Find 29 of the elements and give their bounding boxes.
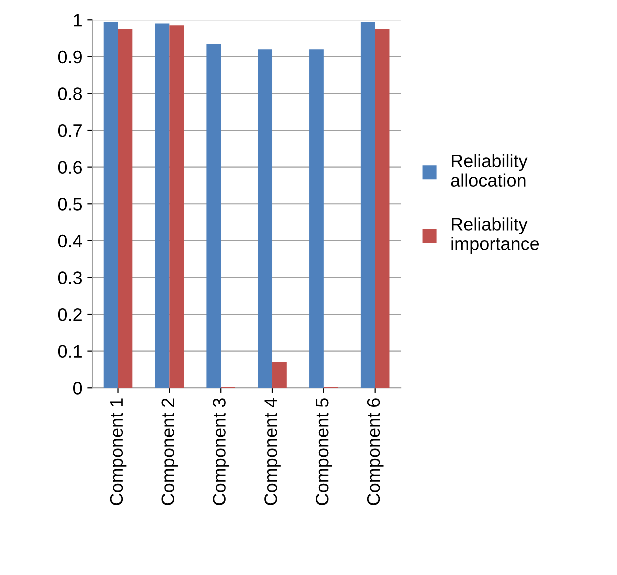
- bar: [360, 22, 376, 388]
- x-tick-label: Component 5: [316, 398, 332, 506]
- x-tick-label: Component 1: [110, 398, 127, 506]
- bar: [104, 22, 118, 388]
- bar: [272, 362, 287, 388]
- bar: [310, 50, 324, 388]
- x-tick-label: Component 3: [213, 398, 230, 506]
- legend-label: Reliability allocation: [451, 154, 528, 188]
- bar: [206, 44, 222, 388]
- y-tick-label: 0.7: [58, 124, 82, 138]
- y-tick-label: 0.6: [58, 161, 82, 174]
- y-tick-label: 0: [73, 382, 82, 395]
- bar: [375, 29, 390, 388]
- y-tick-label: 0.5: [58, 198, 82, 211]
- x-tick-label: Component 2: [162, 398, 178, 506]
- legend-label: Reliability importance: [452, 218, 540, 254]
- x-tick-label: Component 6: [367, 398, 384, 506]
- y-tick-label: 0.2: [58, 308, 82, 322]
- y-tick-label: 0.1: [58, 345, 82, 358]
- bar: [118, 29, 133, 388]
- x-tick-label: Component 4: [264, 398, 281, 506]
- y-tick-label: 0.9: [58, 50, 82, 64]
- y-tick-label: 0.3: [58, 272, 82, 284]
- y-tick-label: 1: [74, 14, 82, 27]
- bar: [155, 24, 170, 388]
- y-tick-label: 0.4: [58, 234, 82, 248]
- bar: [258, 50, 273, 388]
- y-tick-label: 0.8: [58, 88, 82, 100]
- bar: [170, 26, 184, 388]
